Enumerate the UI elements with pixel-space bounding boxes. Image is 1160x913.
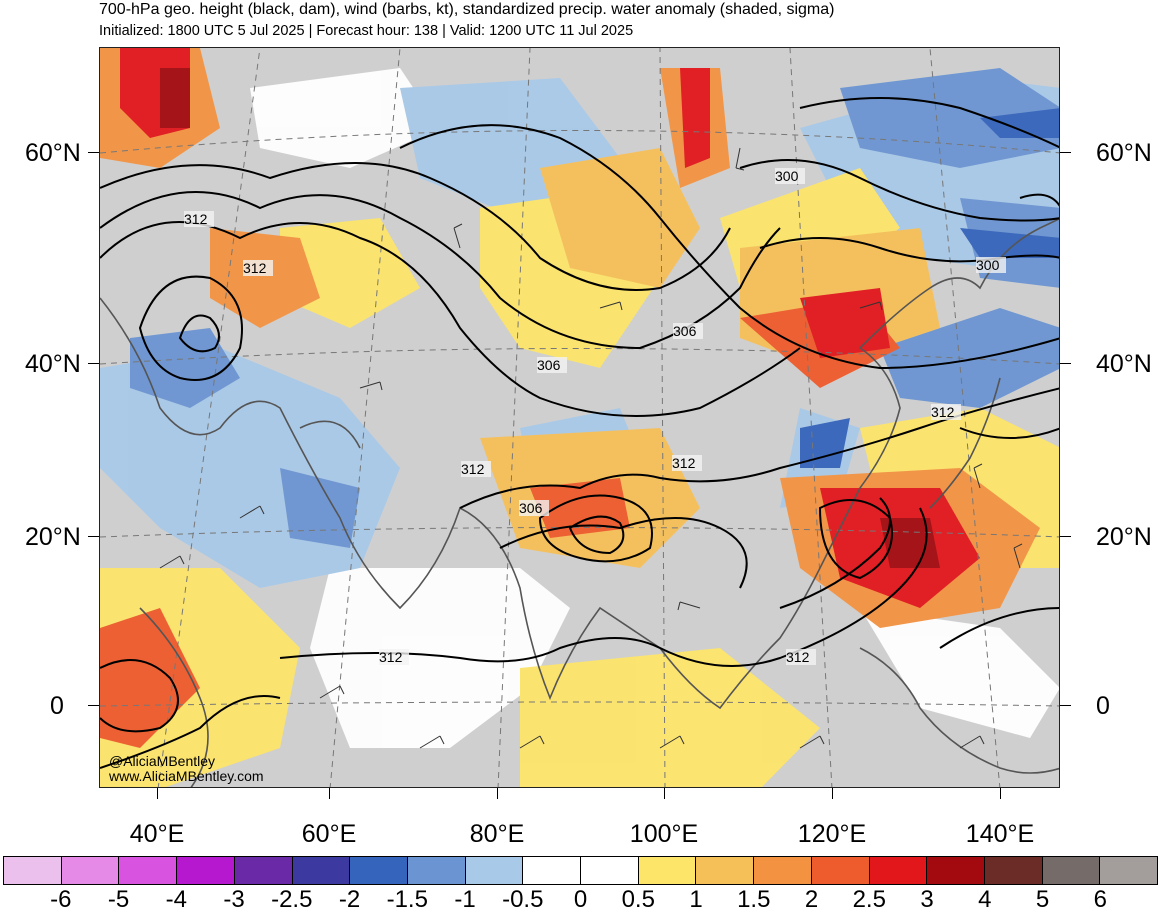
map-subtitle: Initialized: 1800 UTC 5 Jul 2025 | Forec… [99, 23, 634, 39]
contour-label: 306 [673, 323, 697, 339]
colorbar-label: 4 [978, 886, 992, 913]
colorbar-swatch [523, 857, 582, 884]
lat-label-0-left: 0 [50, 692, 64, 720]
contour-labels: 312 312 306 306 300 300 312 312 312 306 … [184, 168, 1006, 665]
contour-label: 312 [243, 260, 267, 276]
lat-label-60n-left: 60°N [25, 139, 81, 167]
contour-label: 306 [519, 500, 543, 516]
lon-label-60e: 60°E [301, 820, 357, 848]
lon-label-120e: 120°E [797, 820, 867, 848]
colorbar-label: 0.5 [621, 886, 655, 913]
colorbar-swatch [811, 857, 870, 884]
colorbar-label: -1.5 [386, 886, 428, 913]
contour-label: 306 [537, 357, 561, 373]
contour-label: 312 [184, 211, 208, 227]
lon-label-40e: 40°E [129, 820, 185, 848]
graticule [100, 48, 1059, 787]
lat-label-60n-right: 60°N [1096, 139, 1152, 167]
lon-label-100e: 100°E [629, 820, 699, 848]
colorbar-label: -3 [223, 886, 245, 913]
lat-label-20n-left: 20°N [25, 523, 81, 551]
colorbar-swatch [927, 857, 985, 884]
colorbar-swatch [350, 857, 408, 884]
colorbar-label: 0 [573, 886, 588, 913]
colorbar-label: -4 [165, 886, 187, 913]
contour-label: 300 [775, 168, 799, 184]
colorbar-swatch [407, 857, 466, 884]
colorbar-label: 2.5 [852, 886, 886, 913]
colorbar-swatch [465, 857, 524, 884]
lat-label-20n-right: 20°N [1096, 523, 1152, 551]
colorbar-label: -2 [338, 886, 361, 913]
colorbar-swatch [638, 857, 697, 884]
colorbar-swatch [696, 857, 755, 884]
wind-barbs [159, 147, 1023, 749]
colorbar-label: 2 [804, 886, 819, 913]
colorbar-swatch [984, 857, 1043, 884]
colorbar-swatch [177, 857, 235, 884]
contour-label: 312 [931, 404, 955, 420]
colorbar-swatch [4, 857, 62, 884]
colorbar-swatch [292, 857, 351, 884]
colorbar-swatch [119, 857, 178, 884]
credit-handle: @AliciaMBentley [109, 753, 216, 769]
contour-label: 312 [379, 649, 403, 665]
colorbar-label: 6 [1093, 886, 1107, 913]
contour-label: 312 [786, 649, 810, 665]
colorbar-label: -0.5 [502, 886, 544, 913]
colorbar-swatch [234, 857, 293, 884]
lat-label-40n-left: 40°N [25, 350, 81, 378]
lon-label-140e: 140°E [965, 820, 1035, 848]
contour-label: 300 [976, 257, 1000, 273]
lon-label-80e: 80°E [469, 820, 525, 848]
colorbar-swatch [581, 857, 639, 884]
weather-map: 312 312 306 306 300 300 312 312 312 306 … [99, 47, 1060, 788]
colorbar-label: -5 [107, 886, 130, 913]
colorbar-swatch [61, 857, 120, 884]
contour-label: 312 [672, 455, 696, 471]
colorbar-label: -2.5 [271, 886, 313, 913]
colorbar-label: -1 [454, 886, 476, 913]
colorbar-swatch [869, 857, 928, 884]
colorbar-label: -6 [50, 886, 72, 913]
colorbar-label: 1 [689, 886, 703, 913]
colorbar [3, 856, 1158, 885]
colorbar-swatch [1042, 857, 1101, 884]
height-contours [100, 97, 1059, 769]
colorbar-label: 1.5 [737, 886, 771, 913]
colorbar-label: 5 [1035, 886, 1050, 913]
colorbar-label: 3 [920, 886, 934, 913]
lat-label-0-right: 0 [1096, 692, 1110, 720]
contour-label: 312 [461, 461, 485, 477]
lat-label-40n-right: 40°N [1096, 350, 1152, 378]
map-title: 700-hPa geo. height (black, dam), wind (… [99, 1, 835, 18]
coastlines [100, 218, 1059, 787]
credit-website: www.AliciaMBentley.com [109, 768, 264, 784]
colorbar-swatch [754, 857, 812, 884]
colorbar-swatch [1100, 857, 1158, 884]
